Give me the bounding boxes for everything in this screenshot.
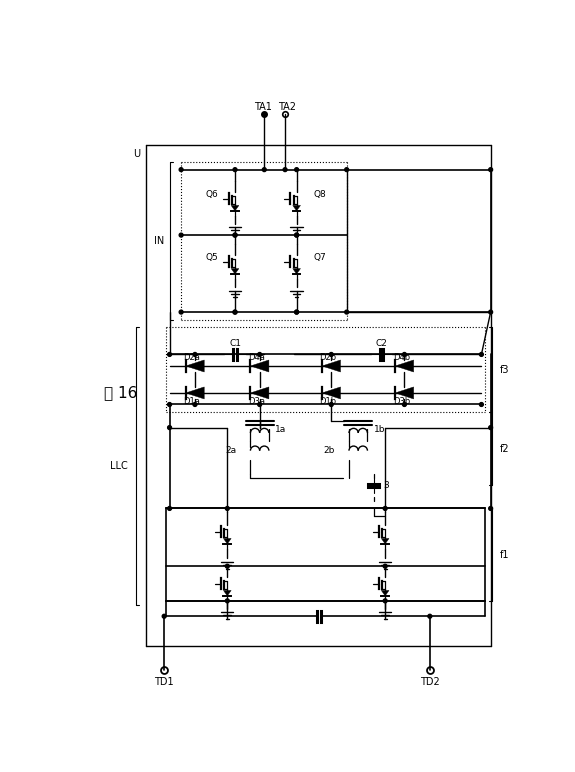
Text: D1a: D1a xyxy=(183,397,200,406)
Circle shape xyxy=(295,310,298,314)
Circle shape xyxy=(193,353,197,357)
Text: 1b: 1b xyxy=(374,425,385,434)
Text: D3a: D3a xyxy=(248,397,265,406)
Text: Q7: Q7 xyxy=(313,253,326,262)
Text: 2a: 2a xyxy=(225,446,236,455)
Text: D3b: D3b xyxy=(393,397,410,406)
Circle shape xyxy=(384,564,387,568)
Text: Q6: Q6 xyxy=(205,190,218,199)
Circle shape xyxy=(168,425,171,429)
Text: TD1: TD1 xyxy=(154,677,174,686)
Circle shape xyxy=(489,310,493,314)
Text: TD2: TD2 xyxy=(420,677,440,686)
Text: f1: f1 xyxy=(500,550,509,560)
Text: 1a: 1a xyxy=(275,425,286,434)
Circle shape xyxy=(295,233,298,237)
Polygon shape xyxy=(322,387,340,399)
Polygon shape xyxy=(224,591,231,596)
Circle shape xyxy=(295,168,298,171)
Circle shape xyxy=(168,506,171,510)
Circle shape xyxy=(489,506,493,510)
Text: 図 16: 図 16 xyxy=(104,385,137,401)
Circle shape xyxy=(480,353,484,357)
Circle shape xyxy=(225,506,229,510)
Text: D2b: D2b xyxy=(320,353,337,362)
Text: Q5: Q5 xyxy=(205,253,218,262)
Circle shape xyxy=(480,402,484,406)
Polygon shape xyxy=(231,205,239,211)
Text: Q8: Q8 xyxy=(313,190,326,199)
Text: f2: f2 xyxy=(500,444,509,454)
Polygon shape xyxy=(293,269,301,274)
Polygon shape xyxy=(395,387,413,399)
Circle shape xyxy=(162,615,166,618)
Circle shape xyxy=(283,168,287,171)
Text: 2b: 2b xyxy=(324,446,335,455)
Polygon shape xyxy=(251,387,269,399)
Circle shape xyxy=(345,168,348,171)
Text: 3: 3 xyxy=(383,481,389,490)
Circle shape xyxy=(225,564,229,568)
Circle shape xyxy=(489,425,493,429)
Text: f3: f3 xyxy=(500,365,509,375)
Text: D4a: D4a xyxy=(248,353,265,362)
Text: LLC: LLC xyxy=(110,461,128,471)
Circle shape xyxy=(179,168,183,171)
Text: D2a: D2a xyxy=(183,353,200,362)
Circle shape xyxy=(295,310,298,314)
Text: U: U xyxy=(133,149,140,159)
Text: TA1: TA1 xyxy=(254,101,271,111)
Polygon shape xyxy=(231,269,239,274)
Circle shape xyxy=(428,615,432,618)
Circle shape xyxy=(233,233,237,237)
Circle shape xyxy=(233,168,237,171)
Circle shape xyxy=(384,599,387,603)
Polygon shape xyxy=(224,539,231,543)
Circle shape xyxy=(179,310,183,314)
Polygon shape xyxy=(322,360,340,372)
Text: D4b: D4b xyxy=(393,353,410,362)
Circle shape xyxy=(402,402,407,406)
Circle shape xyxy=(329,353,333,357)
Circle shape xyxy=(168,402,171,406)
Circle shape xyxy=(384,506,387,510)
Polygon shape xyxy=(395,360,413,372)
Polygon shape xyxy=(186,360,204,372)
Polygon shape xyxy=(381,539,389,543)
Polygon shape xyxy=(381,591,389,596)
Text: C1: C1 xyxy=(229,339,241,348)
Circle shape xyxy=(329,402,333,406)
Text: C2: C2 xyxy=(375,339,387,348)
Circle shape xyxy=(233,233,237,237)
Polygon shape xyxy=(251,360,269,372)
Circle shape xyxy=(402,353,407,357)
Text: IN: IN xyxy=(154,236,164,245)
Circle shape xyxy=(262,168,266,171)
Polygon shape xyxy=(293,205,301,211)
Circle shape xyxy=(168,353,171,357)
Circle shape xyxy=(233,310,237,314)
Circle shape xyxy=(233,310,237,314)
Circle shape xyxy=(489,168,493,171)
Text: D1b: D1b xyxy=(320,397,337,406)
Circle shape xyxy=(193,402,197,406)
Circle shape xyxy=(295,233,298,237)
Circle shape xyxy=(258,402,262,406)
Polygon shape xyxy=(186,387,204,399)
Circle shape xyxy=(345,310,348,314)
Circle shape xyxy=(225,599,229,603)
Circle shape xyxy=(179,233,183,237)
Circle shape xyxy=(258,353,262,357)
Text: TA2: TA2 xyxy=(278,101,296,111)
